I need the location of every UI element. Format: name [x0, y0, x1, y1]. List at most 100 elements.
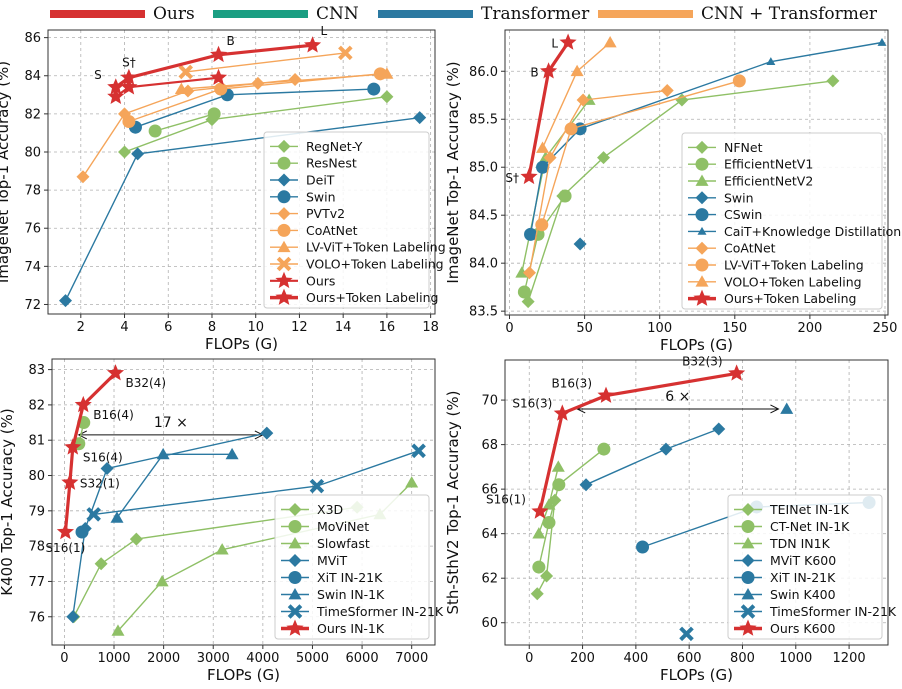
legend-marker — [739, 619, 757, 636]
data-point — [540, 62, 558, 79]
data-point — [573, 237, 587, 251]
y-tick-label: 83.5 — [469, 305, 498, 320]
legend-label: Swin — [724, 190, 754, 205]
data-point — [732, 74, 746, 88]
y-axis-label: ImageNet Top-1 Accuracy (%) — [0, 61, 12, 283]
legend-entry: DeiT — [270, 173, 335, 188]
series-tdn-in1k — [532, 460, 565, 539]
legend-label: Slowfast — [317, 536, 370, 551]
legend-marker — [277, 240, 291, 253]
legend-swatch-cnn — [213, 10, 308, 18]
legend-marker — [277, 139, 291, 153]
data-point — [542, 516, 556, 530]
legend-entry: EfficientNetV2 — [688, 174, 813, 189]
legend-label: CNN — [316, 4, 359, 24]
data-point — [214, 82, 228, 96]
legend-marker — [288, 503, 302, 516]
data-point — [215, 543, 229, 555]
y-tick-label: 84.5 — [469, 209, 498, 224]
data-point — [120, 68, 138, 85]
point-label: B — [227, 34, 235, 48]
data-point — [535, 218, 549, 232]
data-point — [536, 141, 550, 153]
legend-entry: PVTv2 — [270, 206, 345, 221]
x-tick-label: 12 — [291, 320, 308, 335]
legend-entry: CaiT+Knowledge Distillation — [688, 224, 901, 239]
legend-entry: ResNest — [270, 156, 357, 171]
series-volo-token-labeling — [536, 35, 617, 153]
x-tick-label: 1000 — [97, 651, 130, 666]
legend-entry: Ours — [270, 271, 335, 289]
legend-label: Ours — [153, 4, 195, 24]
data-point — [380, 90, 394, 104]
y-tick-label: 74 — [24, 260, 41, 275]
data-point — [780, 402, 794, 414]
legend-marker — [275, 288, 293, 305]
data-point — [86, 507, 101, 522]
point-label: S — [94, 68, 102, 82]
series-line — [181, 73, 387, 90]
y-tick-label: 77 — [28, 575, 45, 590]
legend-entry: Ours K600 — [734, 619, 835, 636]
point-label: S32(1) — [80, 477, 120, 491]
series-line — [538, 371, 737, 512]
data-point — [74, 395, 92, 413]
series-line — [135, 88, 374, 128]
series-deit — [58, 111, 427, 308]
legend-entry: VOLO+Token Labeling — [688, 274, 862, 289]
legend-label: Ours+Token Labeling — [724, 291, 856, 306]
x-tick-label: 1000 — [779, 651, 812, 666]
legend-marker — [740, 604, 756, 619]
point-label: S16(1) — [486, 492, 526, 506]
legend-label: CaiT+Knowledge Distillation — [724, 224, 901, 239]
data-point — [540, 569, 554, 583]
legend-entry: Slowfast — [281, 536, 370, 551]
y-tick-label: 84 — [24, 69, 41, 84]
legend-marker — [277, 156, 291, 170]
legend-entry: LV-ViT+Token Labeling — [688, 258, 864, 273]
x-tick-label: 1200 — [833, 651, 866, 666]
data-point — [174, 82, 188, 94]
legend-marker — [695, 174, 709, 186]
y-axis-label: ImageNet Top-1 Accuracy (%) — [444, 61, 462, 283]
legend-label: TimeSformer IN-21K — [316, 604, 444, 619]
data-point — [131, 147, 145, 161]
y-tick-label: 80 — [28, 469, 45, 484]
legend-entry: Ours+Token Labeling — [270, 288, 438, 305]
y-tick-label: 81 — [28, 434, 45, 449]
legend-label: Ours K600 — [770, 621, 835, 636]
data-point — [543, 151, 557, 165]
series-xit-in-21k — [75, 525, 89, 539]
series-line — [538, 448, 605, 568]
legend-marker — [275, 271, 293, 289]
plot-frame — [504, 359, 889, 646]
data-point — [110, 511, 124, 523]
legend-marker — [697, 226, 707, 235]
legend-label: Ours+Token Labeling — [306, 290, 438, 305]
data-point — [120, 78, 138, 95]
series-timesformer-in-21k — [86, 443, 426, 522]
series-lv-vit-token-labeling — [535, 74, 746, 232]
legend-marker — [287, 604, 303, 619]
data-point — [178, 64, 194, 80]
legend-entry: NFNet — [688, 140, 763, 155]
legend-entry: Ours+Token Labeling — [688, 289, 856, 306]
series-line — [185, 52, 346, 73]
legend-entry: MViT K600 — [734, 553, 836, 568]
legend-label: CoAtNet — [306, 223, 358, 238]
data-point — [64, 438, 82, 455]
legend-entry: LV-ViT+Token Labeling — [270, 240, 446, 255]
legend-marker — [276, 256, 292, 272]
data-point — [148, 124, 162, 138]
legend-marker — [277, 223, 291, 237]
x-tick-label: 2 — [77, 320, 85, 335]
data-point — [122, 114, 136, 128]
legend-marker — [277, 207, 291, 221]
legend-entry: Swin IN-1K — [281, 587, 385, 602]
series-ours-k600: S16(1) S16(3)B16(3) B32(3) — [486, 354, 746, 519]
legend-marker — [695, 157, 709, 171]
legend-label: DeiT — [306, 173, 335, 188]
y-tick-label: 79 — [28, 504, 45, 519]
legend-swatch-cnn-transformer — [598, 10, 693, 18]
